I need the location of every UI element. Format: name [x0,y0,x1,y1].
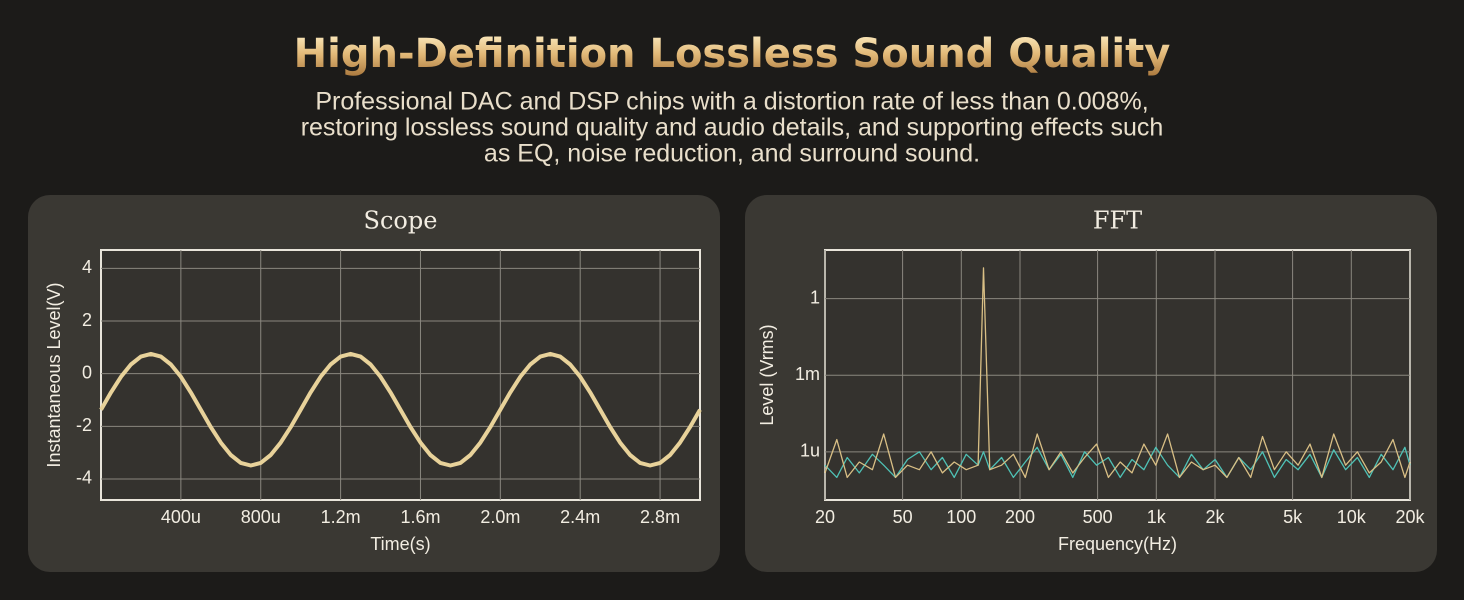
x-tick-label: 2.8m [640,507,680,527]
x-tick-label: 50 [893,507,913,527]
x-tick-label: 20 [815,507,835,527]
y-tick-label: 1 [810,287,820,307]
page-title: High-Definition Lossless Sound Quality [294,31,1171,77]
x-axis-label: Frequency(Hz) [1058,534,1177,554]
x-tick-label: 2k [1205,507,1225,527]
plot-area [100,249,701,501]
subtitle: as EQ, noise reduction, and surround sou… [484,140,980,168]
x-tick-label: 10k [1337,507,1367,527]
x-tick-label: 1k [1147,507,1167,527]
y-tick-label: 1u [800,441,820,461]
x-tick-label: 500 [1083,507,1113,527]
x-tick-label: 20k [1395,507,1425,527]
chart-title: Scope [364,207,438,235]
y-tick-label: 1m [795,364,820,384]
x-tick-label: 5k [1283,507,1303,527]
x-tick-label: 1.2m [321,507,361,527]
y-axis-label: Instantaneous Level(V) [44,282,64,467]
y-tick-label: -4 [76,468,92,488]
x-tick-label: 800u [241,507,281,527]
y-tick-label: 0 [82,362,92,382]
x-tick-label: 2.0m [480,507,520,527]
x-axis-label: Time(s) [370,534,430,554]
subtitle: restoring lossless sound quality and aud… [301,114,1164,142]
x-tick-label: 200 [1005,507,1035,527]
x-tick-label: 1.6m [400,507,440,527]
subtitle: Professional DAC and DSP chips with a di… [315,88,1148,116]
chart-title: FFT [1093,207,1142,235]
y-tick-label: 2 [82,310,92,330]
x-tick-label: 2.4m [560,507,600,527]
x-tick-label: 100 [946,507,976,527]
y-tick-label: -2 [76,415,92,435]
x-tick-label: 400u [161,507,201,527]
data-line [824,267,1411,479]
y-axis-label: Level (Vrms) [757,324,777,425]
y-tick-label: 4 [82,257,92,277]
data-line [99,351,702,468]
